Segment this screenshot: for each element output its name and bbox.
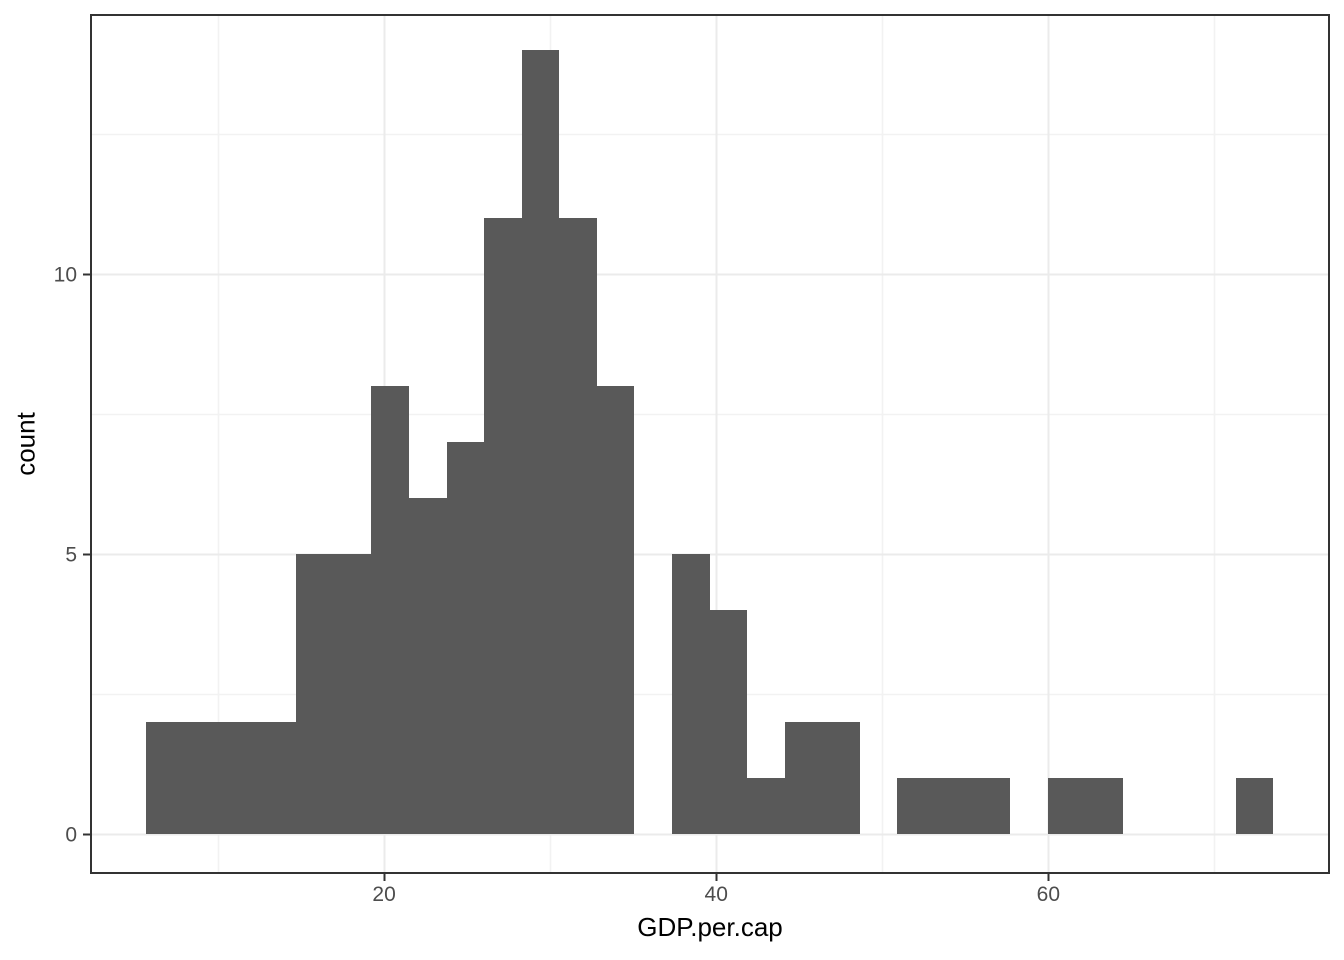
histogram-bar bbox=[1085, 778, 1123, 834]
histogram-bar bbox=[559, 218, 597, 834]
histogram-bar bbox=[747, 778, 785, 834]
histogram-bar bbox=[221, 722, 259, 834]
histogram-bar bbox=[334, 554, 371, 834]
x-tick-label: 60 bbox=[1037, 883, 1060, 906]
y-axis-title: count bbox=[10, 412, 41, 476]
histogram-bar bbox=[785, 722, 822, 834]
y-tick-label: 10 bbox=[54, 264, 77, 287]
histogram-bar bbox=[447, 442, 484, 834]
histogram-bar bbox=[409, 498, 447, 834]
x-tick-label: 40 bbox=[705, 883, 728, 906]
histogram-bar bbox=[296, 554, 334, 834]
histogram-bar bbox=[935, 778, 973, 834]
histogram-bar bbox=[822, 722, 860, 834]
histogram-bar bbox=[146, 722, 184, 834]
histogram-bar bbox=[710, 610, 747, 834]
histogram-bar bbox=[259, 722, 296, 834]
histogram-bar bbox=[1236, 778, 1273, 834]
histogram-bar bbox=[897, 778, 935, 834]
histogram-bar bbox=[371, 386, 409, 834]
histogram-bar bbox=[597, 386, 634, 834]
x-tick-label: 20 bbox=[372, 883, 395, 906]
histogram-bar bbox=[672, 554, 710, 834]
y-tick-label: 5 bbox=[65, 543, 77, 566]
histogram-bar bbox=[1048, 778, 1085, 834]
histogram-bar bbox=[522, 50, 559, 834]
histogram-bar bbox=[484, 218, 522, 834]
y-tick-label: 0 bbox=[65, 823, 77, 846]
panel-border bbox=[90, 14, 1330, 874]
x-axis-title: GDP.per.cap bbox=[637, 912, 783, 942]
histogram-bar bbox=[973, 778, 1010, 834]
histogram-bar bbox=[184, 722, 221, 834]
